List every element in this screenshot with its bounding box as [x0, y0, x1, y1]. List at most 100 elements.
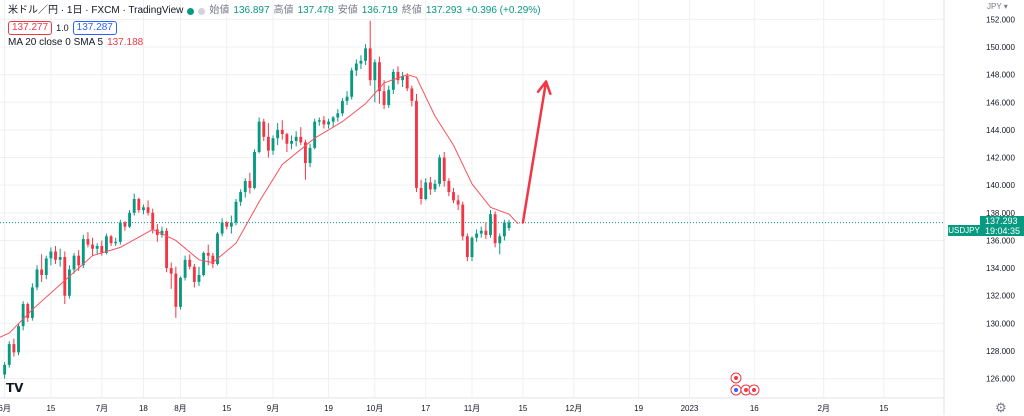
price-tick-label: 144.000 — [986, 126, 1015, 135]
candle — [142, 204, 145, 215]
arrow-head — [536, 80, 552, 96]
candle — [299, 127, 303, 146]
open-value: 136.897 — [233, 5, 270, 16]
candle — [470, 236, 474, 262]
time-tick-label: 10月 — [366, 404, 383, 413]
candle-body — [243, 181, 247, 193]
price-tick-label: 132.000 — [986, 292, 1015, 301]
candle-body — [225, 222, 229, 227]
candle-body — [229, 222, 233, 227]
candle — [452, 187, 455, 204]
buy-price-button[interactable]: 137.287 — [72, 21, 117, 35]
candle-body — [465, 236, 469, 258]
price-tick-label: 130.000 — [986, 319, 1015, 328]
time-axis: 6月 15 7月 18 8月 15 9月 19 10月 17 11月 15 12月 19 2023 16 2月 1… — [0, 404, 889, 413]
time-tick-label: 19 — [324, 404, 333, 413]
last-price-label: 137.293 19:04:35 — [980, 215, 1024, 236]
high-label: 高値 — [273, 5, 294, 16]
candle-body — [484, 230, 488, 235]
candle — [104, 233, 108, 255]
candle-body — [151, 212, 155, 230]
candle-body — [132, 199, 136, 213]
open-label: 始値 — [209, 5, 230, 16]
candle — [285, 132, 289, 153]
candle-body — [470, 237, 474, 258]
candle — [461, 201, 465, 241]
candle — [415, 93, 418, 193]
candle-body — [165, 230, 169, 269]
candle — [465, 233, 469, 262]
candle — [368, 20, 372, 86]
candle — [165, 228, 169, 273]
candle — [447, 178, 451, 197]
tradingview-logo-icon[interactable]: 𝗧𝗩 — [6, 381, 24, 395]
candle — [354, 59, 358, 77]
candle-body — [137, 199, 141, 211]
symbol-title[interactable]: 米ドル／円 · 1日 · FXCM · TradingView — [8, 5, 184, 16]
candle — [109, 234, 113, 246]
candle — [280, 120, 284, 140]
moving-average-line — [0, 74, 519, 338]
spread-value: 1.0 — [56, 23, 69, 33]
candle-body — [373, 62, 377, 81]
candle — [216, 232, 219, 266]
time-tick-label: 15 — [518, 404, 527, 413]
candle-body — [368, 48, 372, 81]
candle-body — [452, 192, 455, 201]
candle — [128, 210, 132, 229]
event-flag-icon[interactable] — [730, 372, 760, 396]
candle — [313, 118, 317, 150]
gear-icon[interactable]: ⚙ — [995, 400, 1007, 415]
candle-body — [100, 245, 104, 253]
candle — [197, 266, 201, 287]
indicator-label[interactable]: MA 20 close 0 SMA 5 — [8, 37, 104, 48]
candle-body — [239, 192, 243, 202]
candle-body — [192, 266, 196, 282]
low-value: 136.719 — [361, 5, 398, 16]
candle-body — [378, 62, 381, 92]
candle — [132, 193, 136, 216]
candle — [248, 172, 252, 194]
candle-body — [248, 181, 252, 188]
price-tick-label: 134.000 — [986, 264, 1015, 273]
candle — [188, 254, 192, 270]
candle — [12, 338, 16, 357]
candle-body — [197, 275, 201, 282]
candle — [58, 248, 62, 267]
candle — [364, 44, 368, 65]
candle-body — [391, 71, 395, 90]
candle-body — [35, 269, 39, 288]
candle-body — [44, 258, 48, 276]
candle — [479, 226, 483, 238]
candle — [49, 247, 53, 266]
candle — [373, 59, 377, 103]
candle — [239, 189, 243, 206]
trend-arrow-drawing[interactable] — [521, 80, 552, 224]
candle-body — [322, 120, 326, 125]
arrow-shaft — [521, 80, 548, 224]
candle-body — [26, 304, 30, 318]
candle-body — [447, 181, 451, 193]
candle-body — [146, 207, 150, 213]
candle-body — [396, 71, 400, 81]
candle — [229, 215, 233, 234]
candle — [271, 135, 275, 155]
candle-body — [308, 147, 312, 164]
currency-unit-dropdown[interactable]: JPY ▾ — [987, 2, 1008, 11]
candle-body — [206, 252, 210, 256]
sell-price-button[interactable]: 137.277 — [8, 21, 53, 35]
candle-body — [442, 157, 446, 182]
candle — [91, 237, 94, 256]
candle-body — [336, 113, 340, 118]
candle-body — [387, 89, 391, 106]
candle — [169, 262, 173, 289]
candle-body — [317, 120, 321, 122]
candle — [419, 179, 423, 205]
candle — [396, 66, 400, 85]
candle — [72, 252, 76, 274]
candle — [387, 85, 391, 108]
candle — [63, 251, 67, 305]
candle — [489, 210, 492, 238]
candle — [26, 302, 30, 322]
